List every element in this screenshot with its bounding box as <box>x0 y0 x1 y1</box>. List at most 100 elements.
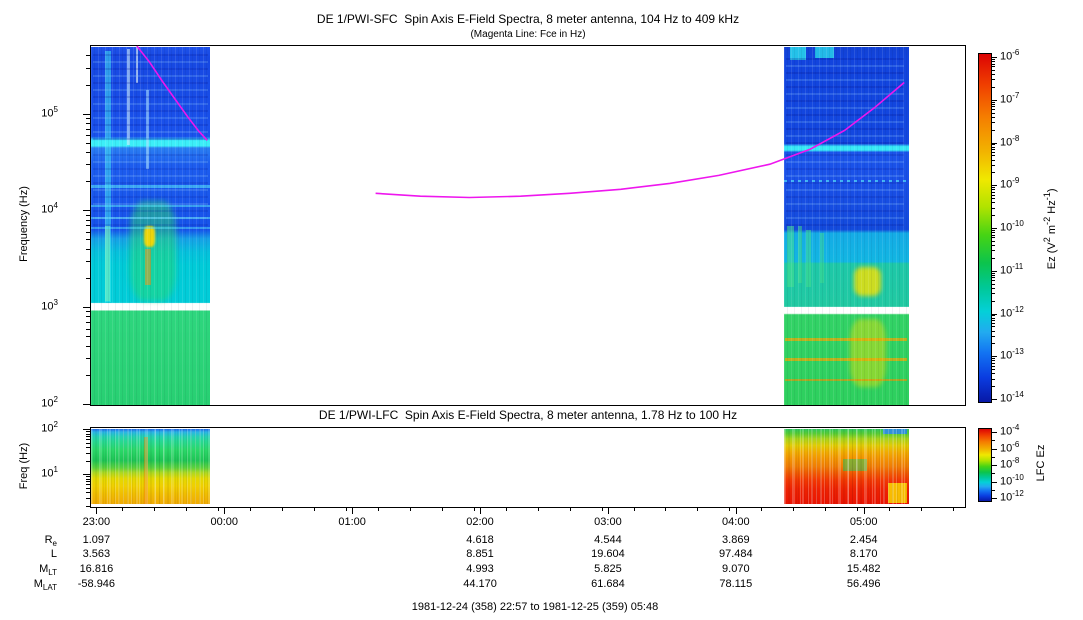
axis-tick <box>83 114 90 115</box>
axis-tick <box>992 189 995 190</box>
spectrogram-block <box>783 47 910 405</box>
axis-tick <box>608 508 609 514</box>
eph-value: 1.097 <box>82 534 111 546</box>
eph-value: 8.170 <box>849 548 878 560</box>
axis-tick <box>992 57 997 58</box>
spectrogram-feature <box>854 267 881 296</box>
axis-tick <box>992 241 995 242</box>
eph-value: 5.825 <box>594 563 622 575</box>
axis-tick <box>992 59 995 60</box>
axis-tick <box>992 440 995 441</box>
axis-tick <box>992 235 995 236</box>
spectrogram-feature <box>805 229 812 287</box>
axis-tick <box>250 508 251 511</box>
eph-value: 16.816 <box>79 563 114 575</box>
eph-row-label: L <box>50 548 57 560</box>
axis-tick <box>992 360 995 361</box>
sfc-title: DE 1/PWI-SFC Spin Axis E-Field Spectra, … <box>316 12 740 26</box>
axis-tick <box>992 386 995 387</box>
spectrogram-feature <box>787 226 794 287</box>
axis-tick <box>992 192 995 193</box>
axis-tick <box>992 232 995 233</box>
spectrogram-feature <box>797 226 802 284</box>
eph-value: 2.454 <box>849 534 878 546</box>
spectrogram-feature <box>91 185 211 188</box>
axis-tick <box>992 143 997 144</box>
axis-tick <box>992 320 995 321</box>
spectrogram-feature <box>850 319 886 388</box>
axis-tick <box>992 343 995 344</box>
colorbar-tick-label: 10-6 <box>1000 439 1020 455</box>
axis-tick <box>224 508 225 514</box>
axis-tick <box>992 323 995 324</box>
axis-tick <box>218 508 219 511</box>
axis-tick <box>634 508 635 511</box>
axis-tick <box>346 508 347 511</box>
axis-tick <box>992 230 995 231</box>
axis-tick <box>992 280 995 281</box>
noise-overlay <box>91 47 211 405</box>
axis-tick <box>378 508 379 511</box>
axis-tick <box>96 508 97 514</box>
spectrogram-feature <box>91 429 211 504</box>
noise-overlay <box>783 429 910 504</box>
colorbar-tick-label: 10-9 <box>1000 176 1020 191</box>
eph-value: 3.563 <box>82 548 111 560</box>
x-tick-label: 01:00 <box>338 516 366 528</box>
eph-value: -58.946 <box>77 578 116 590</box>
colorbar-tick-label: 10-6 <box>1000 48 1020 63</box>
axis-tick <box>992 195 995 196</box>
eph-value: 44.170 <box>463 578 497 590</box>
x-tick-label: 00:00 <box>210 516 239 528</box>
axis-tick <box>992 79 995 80</box>
spectrogram-feature <box>104 51 112 302</box>
axis-tick <box>736 508 737 514</box>
y-tick-label: 103 <box>41 298 58 313</box>
spectrogram-feature <box>789 47 807 60</box>
spectrogram-feature <box>815 47 834 58</box>
axis-tick <box>992 326 995 327</box>
eph-value: 97.484 <box>718 548 753 560</box>
axis-tick <box>538 508 539 511</box>
spectrogram-feature <box>784 358 907 362</box>
time-range-footer: 1981-12-24 (358) 22:57 to 1981-12-25 (35… <box>411 601 659 613</box>
axis-tick <box>992 457 995 458</box>
spectrogram-feature <box>784 378 907 382</box>
x-tick-label: 02:00 <box>466 516 494 528</box>
sfc-colorbar-label: Ez (V2 m-2 Hz-1) <box>1042 188 1058 270</box>
spectrogram-feature <box>91 227 211 230</box>
axis-tick <box>992 314 997 315</box>
axis-tick <box>83 429 90 430</box>
axis-tick <box>992 237 995 238</box>
eph-row-label: MLAT <box>33 578 57 593</box>
axis-tick <box>857 508 858 511</box>
sfc-subtitle: (Magenta Line: Fce in Hz) <box>470 29 586 40</box>
axis-tick <box>992 293 995 294</box>
axis-tick <box>410 508 411 511</box>
x-tick-label: 04:00 <box>722 516 750 528</box>
spectrogram-feature <box>820 233 824 284</box>
axis-tick <box>992 366 995 367</box>
sfc-plot-area <box>90 45 966 406</box>
axis-tick <box>992 498 997 499</box>
lfc-y-axis-label: Freq (Hz) <box>18 442 30 490</box>
axis-tick <box>992 208 995 209</box>
axis-tick <box>992 245 995 246</box>
axis-tick <box>992 373 995 374</box>
axis-tick <box>154 508 155 511</box>
eph-value: 4.993 <box>466 563 494 575</box>
eph-value: 15.482 <box>846 563 881 575</box>
axis-tick <box>697 508 698 511</box>
eph-value: 4.618 <box>466 534 494 546</box>
axis-tick <box>992 202 995 203</box>
axis-tick <box>992 147 995 148</box>
eph-value: 9.070 <box>722 563 750 575</box>
colorbar-tick-label: 10-12 <box>1000 489 1024 504</box>
y-tick-label: 102 <box>41 394 58 410</box>
axis-tick <box>992 258 995 259</box>
colorbar-tick-label: 10-4 <box>1000 423 1020 438</box>
spectrogram-feature <box>143 436 149 504</box>
spectrogram-feature <box>783 429 910 504</box>
axis-tick <box>992 432 997 433</box>
axis-tick <box>992 102 995 103</box>
